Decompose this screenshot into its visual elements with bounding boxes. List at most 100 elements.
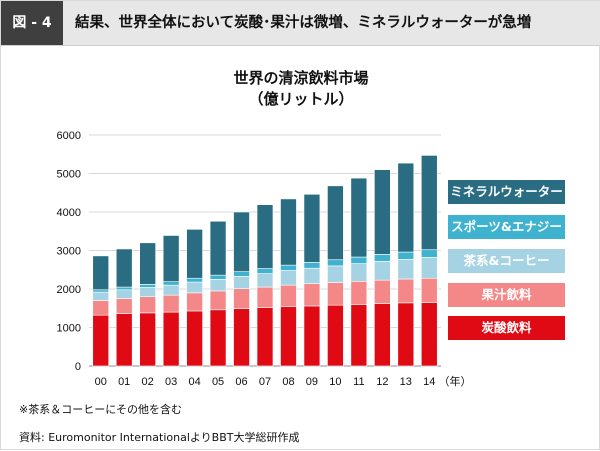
footnote: ※茶系＆コーヒーにその他を含む <box>19 403 182 416</box>
bar-segment <box>162 311 180 367</box>
bar-segment <box>420 277 438 303</box>
bar-segment <box>186 229 203 279</box>
bar-segment <box>374 260 391 281</box>
bar-segment <box>280 198 297 266</box>
x-tick-label: 06 <box>235 376 247 388</box>
bar-segment <box>256 273 274 288</box>
bar-segment <box>233 271 250 277</box>
bar-segment <box>420 249 438 258</box>
bar-segment <box>92 300 110 316</box>
bar-segment <box>350 263 368 282</box>
bar-segment <box>374 279 391 304</box>
x-tick-label: 02 <box>142 376 154 388</box>
bar-segment <box>162 281 180 286</box>
bar-segment <box>92 255 110 291</box>
bar-segment <box>186 310 203 367</box>
y-tick-label: 2000 <box>57 284 81 296</box>
bar-segment <box>115 313 133 367</box>
bar-segment <box>420 257 438 279</box>
bar-segment <box>280 264 297 271</box>
bar-segment <box>327 282 344 306</box>
bar-segment <box>209 309 227 367</box>
x-tick-label: 01 <box>118 376 130 388</box>
chart-subtitle: （億リットル） <box>248 90 354 108</box>
y-tick-label: 3000 <box>57 246 81 258</box>
bar-segment <box>256 204 274 269</box>
bar-segment <box>233 308 250 367</box>
x-tick-label: 07 <box>259 376 271 388</box>
bar-segment <box>350 177 368 258</box>
bar-segment <box>280 270 297 286</box>
chart-title: 世界の清涼飲料市場 <box>233 69 369 87</box>
bar-segment <box>139 284 156 288</box>
bar-segment <box>256 286 274 308</box>
bar-segment <box>280 306 297 367</box>
bar-segment <box>115 248 133 288</box>
bar-segment <box>139 242 156 285</box>
bar-segment <box>397 162 415 253</box>
bar-segment <box>303 305 321 367</box>
bar-segment <box>420 155 438 251</box>
legend-item: ミネラルウォーター <box>448 180 565 204</box>
x-axis-unit: （年） <box>439 374 472 388</box>
x-tick-label: 08 <box>282 376 294 388</box>
bar-segment <box>350 256 368 264</box>
bar-segment <box>256 307 274 367</box>
bar-segment <box>115 289 133 299</box>
figure-label: 図 - 4 <box>1 1 63 45</box>
bar-segment <box>327 304 344 367</box>
bar-segment <box>186 277 203 283</box>
bar-segment <box>186 281 203 294</box>
bar-segment <box>350 280 368 305</box>
bar-segment <box>397 259 415 280</box>
y-tick-label: 4000 <box>57 207 81 219</box>
bar-segment <box>209 290 227 311</box>
bar-segment <box>256 268 274 274</box>
y-tick-label: 0 <box>75 361 81 373</box>
bar-segment <box>115 286 133 291</box>
legend-item: 炭酸飲料 <box>448 316 565 340</box>
bar-segment <box>162 284 180 296</box>
bar-segment <box>280 284 297 308</box>
bar-segment <box>397 251 415 260</box>
x-tick-label: 10 <box>329 376 341 388</box>
x-tick-label: 05 <box>212 376 224 388</box>
bar-segment <box>420 302 438 367</box>
bar-segment <box>350 304 368 367</box>
bar-segment <box>374 169 391 255</box>
bar-segment <box>397 302 415 367</box>
bar-segment <box>162 235 180 282</box>
bar-segment <box>139 296 156 314</box>
legend-item: 茶系&コーヒー <box>448 249 565 273</box>
bar-segment <box>139 287 156 297</box>
bar-segment <box>327 259 344 267</box>
bar-segment <box>397 278 415 304</box>
x-tick-label: 09 <box>306 376 318 388</box>
bar-segment <box>327 185 344 261</box>
x-tick-label: 12 <box>376 376 388 388</box>
bar-segment <box>186 292 203 312</box>
legend-item: 果汁飲料 <box>448 283 565 307</box>
x-tick-label: 03 <box>165 376 177 388</box>
x-tick-label: 13 <box>400 376 412 388</box>
y-tick-label: 5000 <box>57 169 81 181</box>
bar-segment <box>233 211 250 272</box>
bar-segment <box>139 312 156 367</box>
x-tick-label: 00 <box>95 376 107 388</box>
bar-segment <box>303 283 321 307</box>
bar-segment <box>209 220 227 276</box>
bar-segment <box>327 265 344 283</box>
bar-segment <box>115 298 133 314</box>
bar-segment <box>233 288 250 309</box>
bar-segment <box>233 275 250 289</box>
x-tick-label: 14 <box>423 376 435 388</box>
legend-item: スポーツ&エナジー <box>448 215 565 239</box>
y-tick-label: 1000 <box>57 323 81 335</box>
bar-segment <box>162 294 180 313</box>
bar-segment <box>303 193 321 263</box>
bar-segment <box>374 303 391 367</box>
x-tick-label: 11 <box>353 376 364 388</box>
bar-segment <box>92 291 110 301</box>
